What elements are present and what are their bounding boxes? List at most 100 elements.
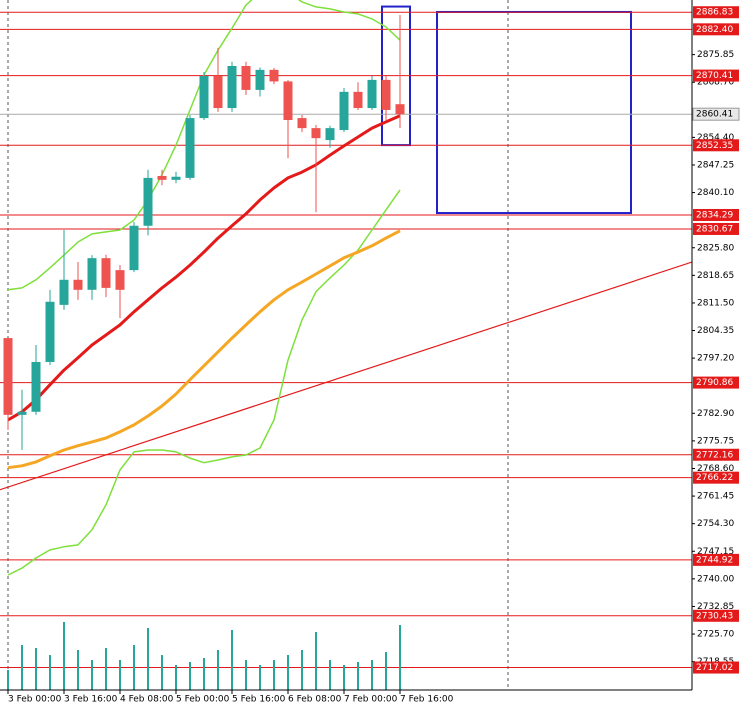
volume-bar <box>91 660 93 690</box>
y-tick-label: 2854.40 <box>697 133 734 143</box>
candle-body <box>297 118 307 129</box>
x-tick-label: 6 Feb 08:00 <box>288 695 342 705</box>
level-label: 2870.41 <box>696 71 733 81</box>
candle-body <box>157 175 167 180</box>
candle-body <box>171 176 181 180</box>
level-label-box <box>693 222 739 235</box>
level-label-box <box>693 6 739 19</box>
volume-bar <box>147 628 149 690</box>
y-tick-label: 2875.85 <box>697 50 734 60</box>
level-label-box <box>693 471 739 484</box>
candle-body <box>3 338 13 415</box>
y-tick-label: 2811.50 <box>697 298 734 308</box>
volume-bar <box>217 650 219 690</box>
volume-bar <box>371 660 373 690</box>
x-tick-label: 5 Feb 16:00 <box>232 695 286 705</box>
level-label: 2882.40 <box>696 25 733 35</box>
candle-body <box>129 225 139 271</box>
x-tick-label: 7 Feb 00:00 <box>344 695 398 705</box>
volume-bar <box>49 655 51 690</box>
candle-body <box>339 91 349 131</box>
volume-bar <box>315 632 317 690</box>
volume-bar <box>133 645 135 690</box>
indicator-line <box>7 189 401 576</box>
level-label-box <box>693 448 739 461</box>
level-label: 2834.29 <box>696 210 733 220</box>
level-label-box <box>693 69 739 82</box>
y-tick-label: 2797.20 <box>697 354 734 364</box>
candle-body <box>143 177 153 226</box>
volume-bar <box>189 662 191 690</box>
volume-bar <box>105 648 107 690</box>
y-tick-label: 2761.45 <box>697 492 734 502</box>
volume-bar <box>273 660 275 690</box>
x-tick-label: 5 Feb 00:00 <box>176 695 230 705</box>
current-price-box <box>692 107 740 121</box>
y-tick-label: 2782.90 <box>697 409 734 419</box>
candle-body <box>255 69 265 90</box>
volume-bar <box>119 660 121 690</box>
candle-body <box>31 361 41 412</box>
candle-body <box>325 128 335 141</box>
candle-body <box>395 104 405 115</box>
candle-body <box>45 301 55 362</box>
axes: 2875.85 2868.70 2854.40 2847.25 2840.10 2825.… <box>7 6 740 705</box>
volume-bar <box>259 665 261 690</box>
volume-bar <box>357 662 359 690</box>
y-tick-label: 2840.10 <box>697 188 734 198</box>
y-tick-label: 2825.80 <box>697 243 734 253</box>
y-tick-label: 2775.75 <box>697 436 734 446</box>
volume-bar <box>287 655 289 690</box>
indicator-line <box>7 114 401 422</box>
candle-body <box>311 128 321 139</box>
y-tick-label: 2754.30 <box>697 519 734 529</box>
candle-body <box>73 279 83 290</box>
volume-bar <box>203 658 205 690</box>
volume-bar <box>245 660 247 690</box>
candle-body <box>269 69 279 82</box>
candle-body <box>283 81 293 121</box>
y-tick-label: 2747.15 <box>697 547 734 557</box>
level-label-box <box>693 609 739 622</box>
volume-bar <box>77 650 79 690</box>
level-label-box <box>693 376 739 389</box>
trendline <box>0 261 692 491</box>
y-tick-label: 2725.70 <box>697 630 734 640</box>
x-tick-label: 7 Feb 16:00 <box>400 695 454 705</box>
level-label-box <box>693 208 739 221</box>
candle-body <box>87 258 97 290</box>
indicator-line <box>7 229 401 470</box>
candle-body <box>241 65 251 90</box>
x-tick-label: 3 Feb 16:00 <box>64 695 118 705</box>
y-tick-label: 2740.00 <box>697 574 734 584</box>
candle-body <box>213 76 223 109</box>
volume-bar <box>7 670 9 690</box>
volume-bar <box>175 665 177 690</box>
level-label: 2766.22 <box>696 473 733 483</box>
volume-bar <box>301 650 303 690</box>
candle-body <box>101 258 111 288</box>
level-label-box <box>693 23 739 36</box>
candle-body <box>115 270 125 290</box>
candle-body <box>353 91 363 109</box>
volume-bar <box>231 630 233 690</box>
volume-bar <box>399 625 401 690</box>
volume-bar <box>21 645 23 690</box>
level-label: 2730.43 <box>696 611 733 621</box>
volume-bar <box>329 660 331 690</box>
level-label: 2852.35 <box>696 141 733 151</box>
level-label: 2717.02 <box>696 663 733 673</box>
level-label-box <box>693 139 739 152</box>
level-label-box <box>693 553 739 566</box>
y-tick-label: 2818.65 <box>697 271 734 281</box>
level-label: 2830.67 <box>696 224 733 234</box>
x-tick-label: 4 Feb 08:00 <box>120 695 174 705</box>
candle-body <box>185 118 195 178</box>
volume-bar <box>35 648 37 690</box>
volume-bar <box>343 665 345 690</box>
candle-body <box>367 79 377 109</box>
volume-bar <box>385 652 387 690</box>
candle-body <box>227 65 237 109</box>
level-label: 2772.16 <box>696 450 733 460</box>
